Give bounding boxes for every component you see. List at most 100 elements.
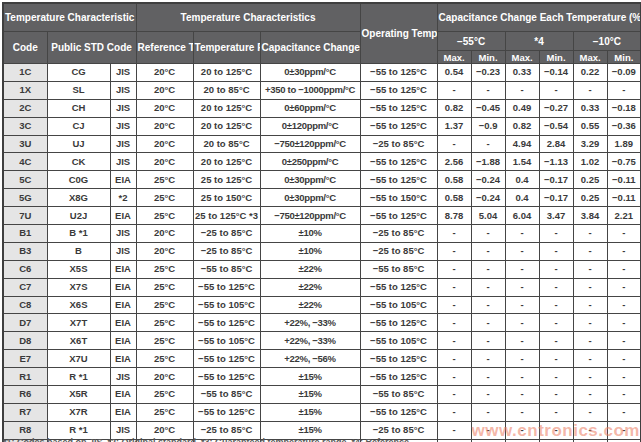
cell-temperature-range: −55 to 105°C [193, 332, 260, 350]
cell-ref4-max: 0.49 [505, 99, 539, 117]
cell-code: D7 [3, 314, 47, 332]
cell-public-std-code: CH [47, 99, 110, 117]
cell-ref4-max: - [505, 403, 539, 421]
cell-neg10-max: - [573, 332, 607, 350]
cell-capacitance-change: 0±60ppm/°C [260, 99, 360, 117]
cell-neg10-min: - [607, 242, 641, 260]
header-group-characteristics: Temperature Characteristics [136, 3, 360, 32]
cell-ref4-min: - [539, 332, 573, 350]
cell-neg10-max: 0.25 [573, 189, 607, 207]
table-row: 3UUJJIS20°C20 to 85°C−750±120ppm/°C−25 t… [3, 135, 641, 153]
datasheet-page: Temperature Characteristic Codes Tempera… [0, 0, 641, 442]
cell-ref4-min: - [539, 403, 573, 421]
cell-operating-temperature-range: −55 to 105°C [360, 332, 437, 350]
cell-neg10-max: 3.29 [573, 135, 607, 153]
cell-reference-temperature: 20°C [136, 242, 193, 260]
cell-std-organization: JIS [110, 117, 136, 135]
header-capacitance-change: Capacitance Change or Temperature Coeffi… [260, 32, 360, 64]
cell-operating-temperature-range: −55 to 125°C [360, 99, 437, 117]
cell-public-std-code: U2J [47, 207, 110, 225]
cell-ref4-min: - [539, 368, 573, 386]
cell-neg55-min: −0.24 [471, 189, 505, 207]
cell-neg55-min: - [471, 314, 505, 332]
cell-temperature-range: 20 to 125°C [193, 99, 260, 117]
table-row: 4CCKJIS20°C20 to 125°C0±250ppm/°C−55 to … [3, 153, 641, 171]
cell-std-organization: JIS [110, 242, 136, 260]
cell-capacitance-change: ±22% [260, 260, 360, 278]
cell-neg55-min: - [471, 421, 505, 439]
cell-ref4-max: - [505, 332, 539, 350]
cell-temperature-range: −55 to 125°C [193, 403, 260, 421]
cell-code: C6 [3, 260, 47, 278]
cell-neg10-min: - [607, 225, 641, 243]
cell-capacitance-change: ±22% [260, 278, 360, 296]
cell-neg55-min: −0.9 [471, 117, 505, 135]
cell-neg10-max: 1.02 [573, 153, 607, 171]
cell-capacitance-change: 0±30ppm/°C [260, 189, 360, 207]
table-row: 3CCJJIS20°C20 to 125°C0±120ppm/°C−55 to … [3, 117, 641, 135]
cell-neg55-min: - [471, 242, 505, 260]
cell-public-std-code: X7U [47, 350, 110, 368]
cell-neg10-min: −0.11 [607, 189, 641, 207]
cell-neg10-min: 2.21 [607, 207, 641, 225]
cell-neg10-max: - [573, 403, 607, 421]
cell-code: E7 [3, 350, 47, 368]
cell-reference-temperature: 25°C [136, 332, 193, 350]
cell-neg10-min: - [607, 421, 641, 439]
cell-capacitance-change: 0±120ppm/°C [260, 117, 360, 135]
cell-neg10-min: - [607, 296, 641, 314]
cell-neg55-max: - [437, 350, 471, 368]
cell-neg55-min: - [471, 350, 505, 368]
cell-ref4-max: 6.04 [505, 207, 539, 225]
cell-reference-temperature: 25°C [136, 260, 193, 278]
cell-temperature-range: 20 to 85°C [193, 81, 260, 99]
cell-ref4-max: - [505, 368, 539, 386]
header-neg10-min: Min. [607, 51, 641, 64]
cell-neg10-max: 0.25 [573, 171, 607, 189]
cell-reference-temperature: 25°C [136, 403, 193, 421]
table-row: C7X7SEIA25°C−55 to 125°C±22%−55 to 125°C… [3, 278, 641, 296]
cell-neg55-max: 0.58 [437, 189, 471, 207]
cell-neg55-max: 8.78 [437, 207, 471, 225]
cell-operating-temperature-range: −55 to 150°C [360, 189, 437, 207]
cell-public-std-code: X6T [47, 332, 110, 350]
cell-neg10-max: 0.22 [573, 64, 607, 82]
table-row: C8X6SEIA25°C−55 to 105°C±22%−55 to 105°C… [3, 296, 641, 314]
cell-neg55-min: - [471, 296, 505, 314]
cell-temperature-range: −55 to 85°C [193, 260, 260, 278]
cell-ref4-min: - [539, 386, 573, 404]
cell-ref4-max: 0.4 [505, 171, 539, 189]
cell-neg10-min: - [607, 81, 641, 99]
cell-capacitance-change: ±15% [260, 368, 360, 386]
cell-neg55-min: - [471, 225, 505, 243]
cell-reference-temperature: 20°C [136, 81, 193, 99]
cell-neg10-max: - [573, 368, 607, 386]
cell-neg10-min: - [607, 314, 641, 332]
header-temp-ref4: *4 [505, 32, 573, 51]
cell-ref4-max: 1.54 [505, 153, 539, 171]
cell-public-std-code: X7S [47, 278, 110, 296]
cell-neg55-min: - [471, 368, 505, 386]
cell-public-std-code: CJ [47, 117, 110, 135]
cell-operating-temperature-range: −55 to 125°C [360, 171, 437, 189]
cell-neg10-max: 0.55 [573, 117, 607, 135]
table-row: E7X7UEIA25°C−55 to 125°C+22%, −56%−55 to… [3, 350, 641, 368]
cell-neg10-max: - [573, 421, 607, 439]
cell-public-std-code: X6S [47, 296, 110, 314]
cell-std-organization: JIS [110, 135, 136, 153]
table-row: D7X7TEIA25°C−55 to 125°C+22%, −33%−55 to… [3, 314, 641, 332]
cell-reference-temperature: 25°C [136, 189, 193, 207]
cell-public-std-code: C0G [47, 171, 110, 189]
cell-operating-temperature-range: −55 to 125°C [360, 64, 437, 82]
cell-capacitance-change: ±10% [260, 242, 360, 260]
cell-neg10-min: −0.09 [607, 64, 641, 82]
cell-neg10-max: - [573, 386, 607, 404]
cell-neg55-min: −1.88 [471, 153, 505, 171]
cell-operating-temperature-range: −55 to 85°C [360, 260, 437, 278]
cell-std-organization: EIA [110, 171, 136, 189]
cell-ref4-min: - [539, 260, 573, 278]
cell-code: B1 [3, 225, 47, 243]
header-ref4-min: Min. [539, 51, 573, 64]
cell-operating-temperature-range: −55 to 85°C [360, 386, 437, 404]
cell-reference-temperature: 20°C [136, 225, 193, 243]
